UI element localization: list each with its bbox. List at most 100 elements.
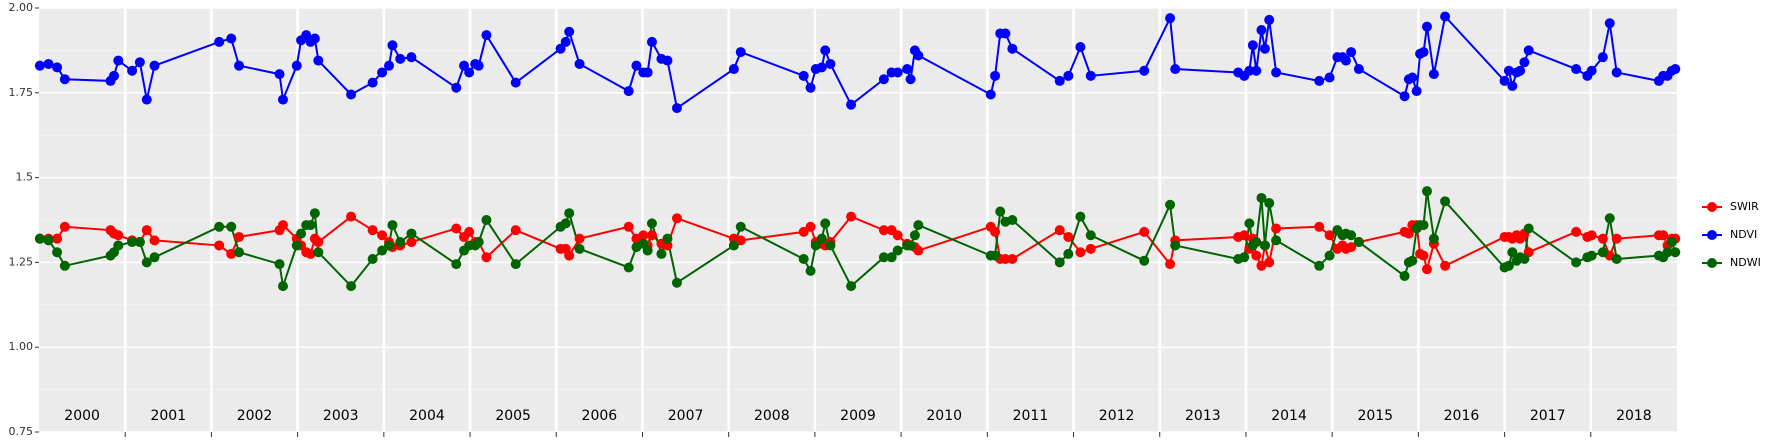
data-point (1597, 233, 1608, 244)
data-point (52, 247, 63, 258)
data-point (406, 237, 417, 248)
data-point (52, 233, 63, 244)
data-point (1666, 237, 1677, 248)
data-point (1075, 247, 1086, 258)
data-point (277, 94, 288, 105)
legend-marker (1707, 202, 1717, 212)
data-point (346, 281, 357, 292)
legend-marker (1707, 258, 1717, 268)
data-point (805, 265, 816, 276)
data-point (902, 64, 913, 75)
data-point (1239, 252, 1250, 263)
legend-label: SWIR (1730, 200, 1759, 213)
data-point (1586, 250, 1597, 261)
data-point (1586, 65, 1597, 76)
data-point (464, 67, 475, 78)
data-point (367, 77, 378, 88)
data-point (646, 230, 657, 241)
data-point (113, 230, 124, 241)
data-point (1170, 240, 1181, 251)
data-point (1324, 230, 1335, 241)
data-point (564, 26, 575, 37)
data-point (313, 237, 324, 248)
y-tick-label: 1.5 (16, 171, 34, 184)
data-point (113, 240, 124, 251)
data-point (1346, 230, 1357, 241)
data-point (846, 99, 857, 110)
data-point (878, 74, 889, 85)
data-point (234, 231, 245, 242)
data-point (141, 225, 152, 236)
data-point (1658, 230, 1669, 241)
data-point (1256, 25, 1267, 36)
data-point (913, 245, 924, 256)
data-point (1244, 218, 1255, 229)
data-point (34, 233, 45, 244)
x-tick-label: 2005 (495, 408, 531, 424)
data-point (662, 55, 673, 66)
data-point (384, 240, 395, 251)
data-point (1611, 254, 1622, 265)
data-point (1403, 228, 1414, 239)
data-point (473, 237, 484, 248)
data-point (274, 69, 285, 80)
data-point (384, 60, 395, 71)
data-point (892, 245, 903, 256)
data-point (1085, 70, 1096, 81)
data-point (1519, 57, 1530, 68)
data-point (387, 220, 398, 231)
data-point (387, 40, 398, 51)
data-point (226, 33, 237, 44)
data-point (642, 67, 653, 78)
data-point (1165, 13, 1176, 24)
x-tick-label: 2012 (1099, 408, 1135, 424)
data-point (149, 235, 160, 246)
data-point (141, 94, 152, 105)
data-point (892, 67, 903, 78)
data-point (816, 233, 827, 244)
data-point (1399, 270, 1410, 281)
data-point (406, 52, 417, 63)
data-point (985, 89, 996, 100)
x-tick-label: 2003 (323, 408, 359, 424)
data-point (234, 247, 245, 258)
data-point (662, 233, 673, 244)
data-point (825, 240, 836, 251)
data-point (1000, 254, 1011, 265)
data-point (1507, 81, 1518, 92)
x-tick-label: 2016 (1444, 408, 1480, 424)
data-point (1418, 250, 1429, 261)
data-point (149, 60, 160, 71)
data-point (905, 240, 916, 251)
data-point (990, 70, 1001, 81)
data-point (805, 221, 816, 232)
data-point (406, 228, 417, 239)
data-point (1271, 67, 1282, 78)
data-point (1063, 70, 1074, 81)
data-point (1256, 260, 1267, 271)
data-point (574, 243, 585, 254)
data-point (1662, 247, 1673, 258)
data-point (127, 65, 138, 76)
legend-label: NDVI (1730, 228, 1757, 241)
data-point (1139, 65, 1150, 76)
data-point (805, 82, 816, 93)
data-point (574, 233, 585, 244)
data-point (1063, 231, 1074, 242)
data-point (1007, 43, 1018, 54)
data-point (886, 252, 897, 263)
data-point (214, 240, 225, 251)
data-point (395, 53, 406, 64)
data-point (1007, 215, 1018, 225)
data-point (510, 77, 521, 88)
data-point (313, 247, 324, 258)
data-point (1075, 42, 1086, 53)
x-tick-label: 2009 (840, 408, 876, 424)
data-point (1523, 223, 1534, 234)
data-point (560, 36, 571, 47)
data-point (52, 62, 63, 73)
data-point (1256, 192, 1267, 203)
data-point (1597, 52, 1608, 63)
data-point (1440, 260, 1451, 271)
